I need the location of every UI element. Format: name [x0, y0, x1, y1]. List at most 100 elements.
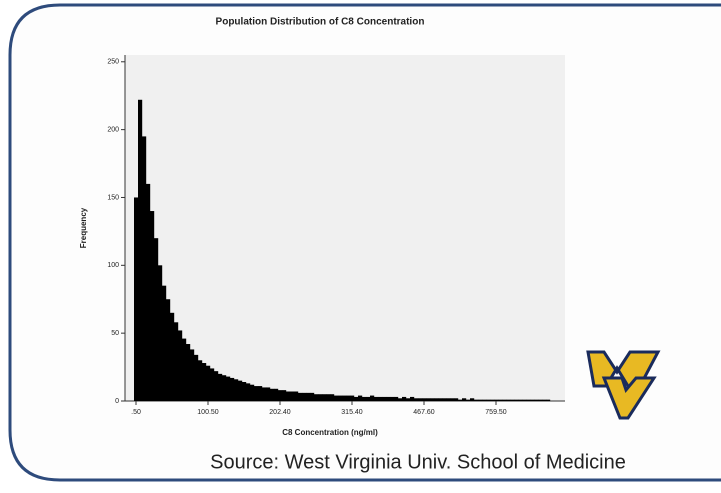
bar	[378, 396, 383, 401]
bar	[362, 396, 367, 401]
bar	[446, 398, 451, 401]
bar	[306, 392, 311, 401]
bar	[422, 398, 427, 401]
bar	[418, 398, 423, 401]
bar	[214, 371, 219, 401]
bar	[354, 396, 359, 401]
bar	[294, 391, 299, 401]
bar	[174, 322, 179, 401]
bar	[494, 399, 499, 401]
bar	[514, 399, 519, 401]
bar	[242, 382, 247, 401]
bar	[482, 399, 487, 401]
bar	[390, 396, 395, 401]
bar	[442, 398, 447, 401]
bar	[338, 395, 343, 401]
bar	[266, 387, 271, 401]
bar	[258, 386, 263, 401]
bar	[510, 399, 515, 401]
bar	[450, 398, 455, 401]
bar	[134, 197, 139, 401]
bar	[218, 373, 223, 401]
x-axis-label: C8 Concentration (ng/ml)	[282, 428, 378, 437]
bar	[406, 398, 411, 401]
x-tick-label: 100.50	[197, 409, 219, 416]
bar	[282, 390, 287, 401]
x-tick-label: 759.50	[485, 409, 507, 416]
chart-title: Population Distribution of C8 Concentrat…	[216, 17, 425, 28]
bar	[334, 395, 339, 401]
bar	[202, 363, 207, 401]
bar	[342, 395, 347, 401]
bar	[278, 390, 283, 401]
bar	[518, 399, 523, 401]
bar	[506, 399, 511, 401]
bar	[318, 394, 323, 401]
bar	[370, 395, 375, 401]
plot-area	[125, 55, 565, 401]
bar	[330, 394, 335, 401]
bar	[502, 399, 507, 401]
bar	[470, 398, 475, 401]
source: Source: West Virginia Univ. School of Me…	[210, 451, 626, 473]
bar	[286, 391, 291, 401]
bar	[350, 395, 355, 401]
bar	[526, 399, 531, 401]
y-tick-label: 100	[107, 262, 119, 269]
bar	[246, 383, 251, 401]
y-tick-label: 250	[107, 59, 119, 66]
bar	[190, 349, 195, 401]
bar	[210, 368, 215, 401]
bar	[198, 360, 203, 401]
bar	[382, 396, 387, 401]
bar	[314, 394, 319, 401]
bar	[206, 365, 211, 401]
bar	[162, 285, 167, 401]
bar	[230, 377, 235, 401]
bar	[386, 396, 391, 401]
bar	[274, 388, 279, 401]
bar	[478, 399, 483, 401]
bar	[410, 396, 415, 401]
bar	[454, 398, 459, 401]
bar	[414, 398, 419, 401]
bar	[530, 399, 535, 401]
y-tick-label: 50	[111, 330, 119, 337]
bar	[374, 396, 379, 401]
bar	[458, 399, 463, 401]
bar	[394, 396, 399, 401]
bar	[290, 391, 295, 401]
bar	[146, 183, 151, 401]
bar	[138, 99, 143, 401]
bar	[194, 354, 199, 401]
bar	[154, 238, 159, 401]
bar	[522, 399, 527, 401]
bar	[150, 211, 155, 401]
bar	[438, 398, 443, 401]
bar	[486, 399, 491, 401]
bar	[170, 312, 175, 401]
bar	[426, 398, 431, 401]
bar	[166, 299, 171, 401]
bar	[222, 375, 227, 401]
bar	[398, 398, 403, 401]
x-tick-label: 202.40	[269, 409, 291, 416]
x-tick-label: 467.60	[413, 409, 435, 416]
bar	[434, 398, 439, 401]
bar	[358, 395, 363, 401]
bar	[366, 396, 371, 401]
bar	[310, 392, 315, 401]
logo	[586, 350, 661, 420]
bar	[462, 398, 467, 401]
bar	[402, 396, 407, 401]
bar	[250, 384, 255, 401]
x-tick-label: .50	[131, 409, 141, 416]
bar	[226, 376, 231, 401]
bar	[270, 388, 275, 401]
bar	[262, 387, 267, 401]
bar	[322, 394, 327, 401]
bar	[474, 399, 479, 401]
bar	[302, 392, 307, 401]
bar	[158, 265, 163, 401]
